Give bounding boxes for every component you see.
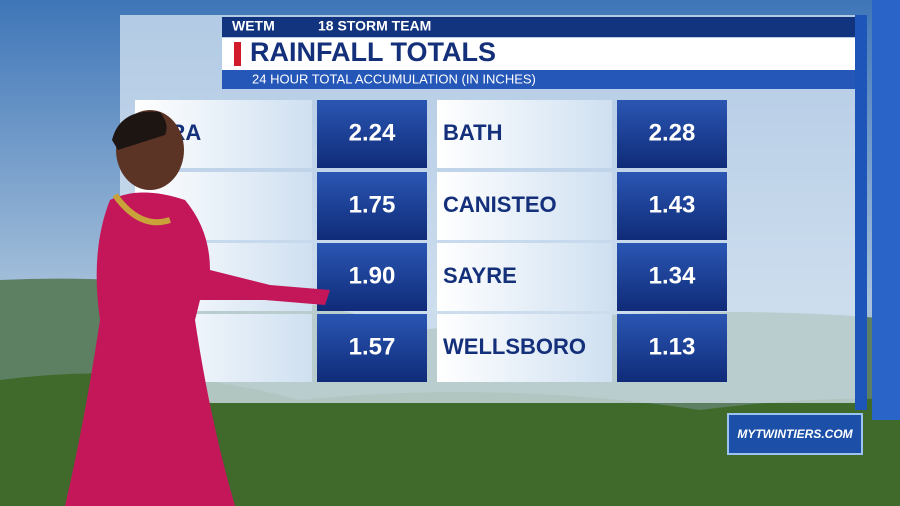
value-cell: [617, 100, 727, 168]
title-accent: [234, 42, 241, 66]
value-cell: [617, 243, 727, 311]
city-cell: [437, 100, 612, 168]
rain-value: 2.24: [349, 119, 396, 146]
rain-value: 1.13: [649, 333, 696, 360]
hair: [112, 111, 167, 150]
city-name: WELLSBORO: [443, 334, 586, 359]
value-cell: [317, 243, 427, 311]
dress: [65, 192, 330, 506]
logo: MYTWINTIERS.COM: [737, 427, 853, 441]
rain-value: 2.28: [649, 119, 696, 146]
value-cell: [317, 314, 427, 382]
side-bar: [855, 15, 867, 410]
presenter: [65, 110, 330, 506]
title: RAINFALL TOTALS: [250, 37, 496, 67]
city-cell: [437, 243, 612, 311]
rain-value: 1.75: [349, 191, 396, 218]
city-name: CANISTEO: [443, 192, 557, 217]
team: 18 STORM TEAM: [318, 18, 431, 34]
value-cell: [317, 100, 427, 168]
title-bar: [222, 38, 855, 70]
city-name: SAYRE: [443, 263, 517, 288]
rain-value: 1.90: [349, 262, 396, 289]
value-cell: [617, 314, 727, 382]
station: WETM: [232, 18, 275, 34]
subtitle-bar: [222, 70, 855, 89]
city-name: BATH: [443, 120, 502, 145]
rain-value: 1.57: [349, 333, 396, 360]
header-bar: [222, 17, 855, 37]
city-cell: [437, 314, 612, 382]
rain-value: 1.43: [649, 191, 696, 218]
city-cell: [437, 172, 612, 240]
rain-value: 1.34: [649, 262, 696, 289]
subtitle: 24 HOUR TOTAL ACCUMULATION (IN INCHES): [252, 71, 536, 86]
value-cell: [317, 172, 427, 240]
value-cell: [617, 172, 727, 240]
side-bar: [872, 0, 900, 420]
necklace: [112, 193, 171, 226]
logo-box: [727, 413, 863, 455]
